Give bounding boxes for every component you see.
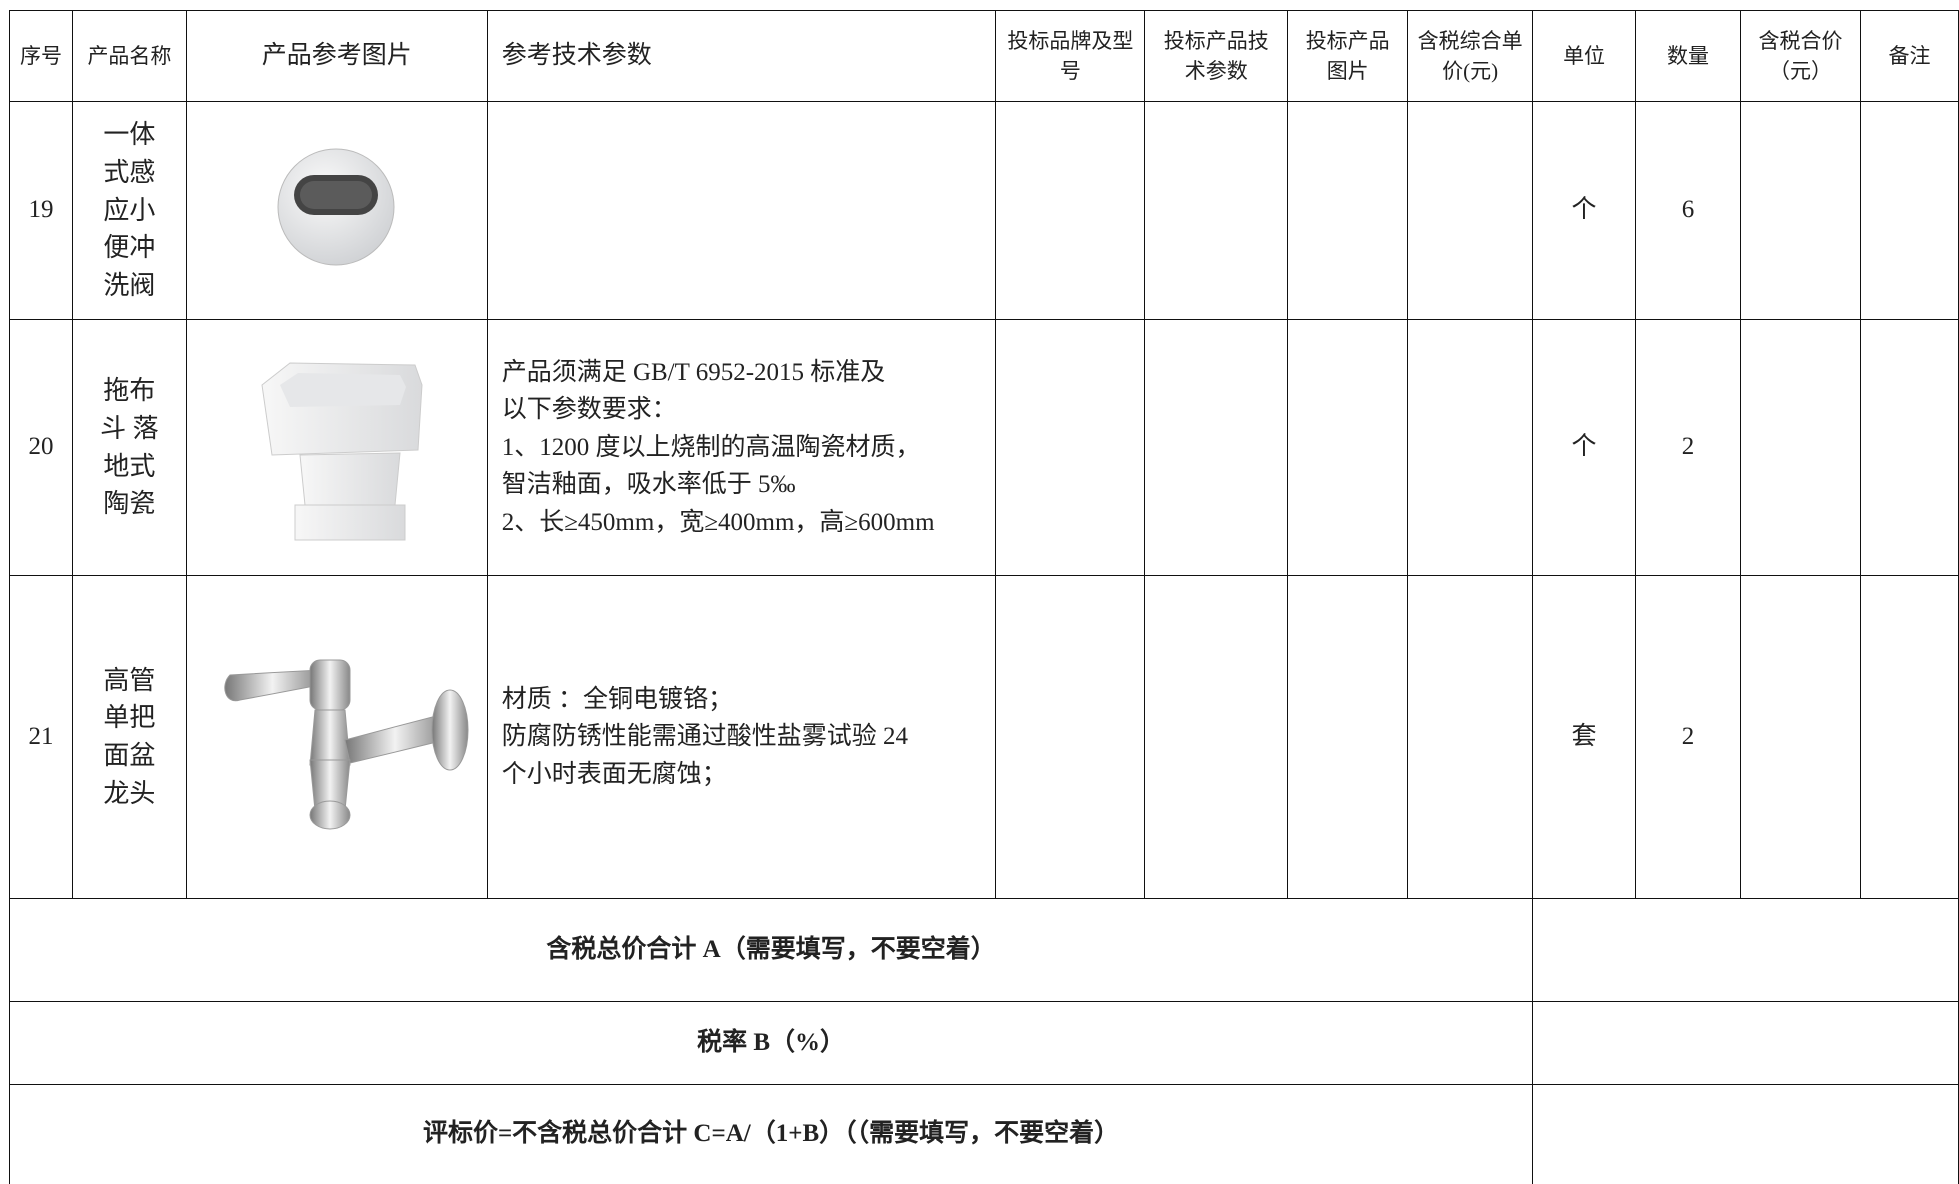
table-row: 20 拖布斗 落地式 陶瓷 产品须满足 GB/T 6952-2015 标准及 以下参数要… bbox=[9, 319, 1959, 576]
header-cell: 投标产品图片 bbox=[1287, 10, 1409, 102]
blank-cell bbox=[1859, 101, 1959, 320]
header-cell: 单位 bbox=[1532, 10, 1637, 102]
text-line: 式感 bbox=[103, 157, 156, 187]
text-line: 应小 bbox=[103, 195, 156, 225]
blank-cell bbox=[1739, 101, 1861, 320]
footer-value bbox=[1532, 898, 1959, 1002]
header-cell: 含税综合单价(元) bbox=[1407, 10, 1534, 102]
footer-label: 含税总价合计 A（需要填写，不要空着） bbox=[8, 898, 1534, 1002]
header-cell: 含税合价（元） bbox=[1739, 10, 1861, 102]
mop-sink-image bbox=[261, 362, 423, 541]
params-cell: 产品须满足 GB/T 6952-2015 标准及 以下参数要求： 1、1200 度以… bbox=[486, 319, 997, 576]
text-line: 拖布 bbox=[103, 376, 156, 406]
text-line: 个小时表面无腐蚀； bbox=[501, 760, 727, 788]
quote-table: 序号 产品名称 产品参考图片 参考技术参数 投标品牌及型号 投标产品技术参数 投标产品图片含… bbox=[8, 10, 1959, 1184]
text-line: 以下参数要求： bbox=[501, 396, 677, 424]
blank-cell bbox=[1287, 319, 1409, 576]
blank-cell bbox=[995, 319, 1146, 576]
header-cell: 参考技术参数 bbox=[486, 10, 997, 102]
header-cell: 序号 bbox=[9, 10, 73, 102]
params-cell bbox=[486, 101, 997, 320]
table-row: 含税总价合计 A（需要填写，不要空着） bbox=[8, 898, 1959, 1002]
header-cell: 备注 bbox=[1859, 10, 1959, 102]
footer-label: 评标价=不含税总价合计 C=A/（1+B）（（需要填写，不要空着） bbox=[8, 1084, 1534, 1184]
unit-cell: 个 bbox=[1532, 101, 1637, 320]
text-line: 面盆 bbox=[103, 741, 156, 770]
faucet-image bbox=[224, 659, 469, 830]
blank-cell bbox=[1144, 575, 1289, 899]
row-number: 20 bbox=[9, 319, 73, 576]
header-cell: 投标产品技术参数 bbox=[1144, 10, 1289, 102]
table-row: 序号 产品名称 产品参考图片 参考技术参数 投标品牌及型号 投标产品技术参数 投标产品图片含… bbox=[9, 10, 1959, 102]
row-number: 21 bbox=[9, 575, 73, 899]
blank-cell bbox=[1739, 575, 1861, 899]
text-line: 防腐防锈性能需通过酸性盐雾试验 24 bbox=[501, 723, 908, 751]
blank-cell bbox=[1287, 575, 1409, 899]
blank-cell bbox=[1859, 575, 1959, 899]
qty-cell: 2 bbox=[1635, 319, 1741, 576]
blank-cell bbox=[1144, 101, 1289, 320]
qty-cell: 2 bbox=[1635, 575, 1741, 899]
unit-cell: 个 bbox=[1532, 319, 1637, 576]
table-row: 21 高管 单把 面盆 龙头 材质 ：全铜电镀铬； 防腐防锈性能需通过酸性盐雾试验 24 个小… bbox=[9, 575, 1959, 899]
blank-cell bbox=[1859, 319, 1959, 576]
text-line: 便冲 bbox=[103, 233, 156, 263]
table-row: 税率 B（%） bbox=[8, 1001, 1959, 1085]
footer-value bbox=[1532, 1001, 1959, 1085]
product-name: 拖布斗 落地式 陶瓷 bbox=[71, 319, 187, 576]
text-line: 高管 bbox=[103, 665, 156, 695]
blank-cell bbox=[1287, 101, 1409, 320]
text-line: 陶瓷 bbox=[103, 489, 156, 519]
footer-label: 税率 B（%） bbox=[8, 1001, 1534, 1085]
blank-cell bbox=[995, 101, 1146, 320]
text-line: 2、长≥450mm，宽≥400mm，高≥600mm bbox=[501, 508, 935, 536]
blank-cell bbox=[1407, 319, 1534, 576]
header-cell: 产品参考图片 bbox=[185, 10, 488, 102]
table-row: 评标价=不含税总价合计 C=A/（1+B）（（需要填写，不要空着） bbox=[8, 1084, 1959, 1184]
text-line: 地式 bbox=[103, 451, 156, 481]
qty-cell: 6 bbox=[1635, 101, 1741, 320]
footer-value bbox=[1532, 1084, 1959, 1184]
product-name: 一体式感应小便冲洗阀 bbox=[71, 101, 187, 320]
header-cell: 产品名称 bbox=[71, 10, 187, 102]
blank-cell bbox=[1407, 101, 1534, 320]
unit-cell: 套 bbox=[1532, 575, 1637, 899]
header-cell: 数量 bbox=[1635, 10, 1741, 102]
text-line: 智洁釉面，吸水率低于 5‰ bbox=[501, 471, 796, 499]
blank-cell bbox=[1144, 319, 1289, 576]
blank-cell bbox=[995, 575, 1146, 899]
product-name: 高管 单把 面盆 龙头 bbox=[71, 575, 187, 899]
text-line: 1、1200 度以上烧制的高温陶瓷材质， bbox=[501, 433, 921, 461]
text-line: 单把 bbox=[103, 703, 156, 733]
text-line: 龙头 bbox=[103, 778, 156, 808]
flush-valve-image bbox=[277, 148, 395, 266]
text-line: 斗 落 bbox=[100, 413, 159, 443]
params-cell: 材质 ：全铜电镀铬； 防腐防锈性能需通过酸性盐雾试验 24 个小时表面无腐蚀； bbox=[486, 575, 997, 899]
blank-cell bbox=[1739, 319, 1861, 576]
text-line: 产品须满足 GB/T 6952-2015 标准及 bbox=[501, 358, 886, 386]
text-line: 材质 ：全铜电镀铬； bbox=[501, 685, 733, 713]
text-line: 洗阀 bbox=[103, 271, 156, 301]
row-number: 19 bbox=[9, 101, 73, 320]
header-cell: 投标品牌及型号 bbox=[995, 10, 1146, 102]
blank-cell bbox=[1407, 575, 1534, 899]
text-line: 一体 bbox=[103, 120, 156, 150]
